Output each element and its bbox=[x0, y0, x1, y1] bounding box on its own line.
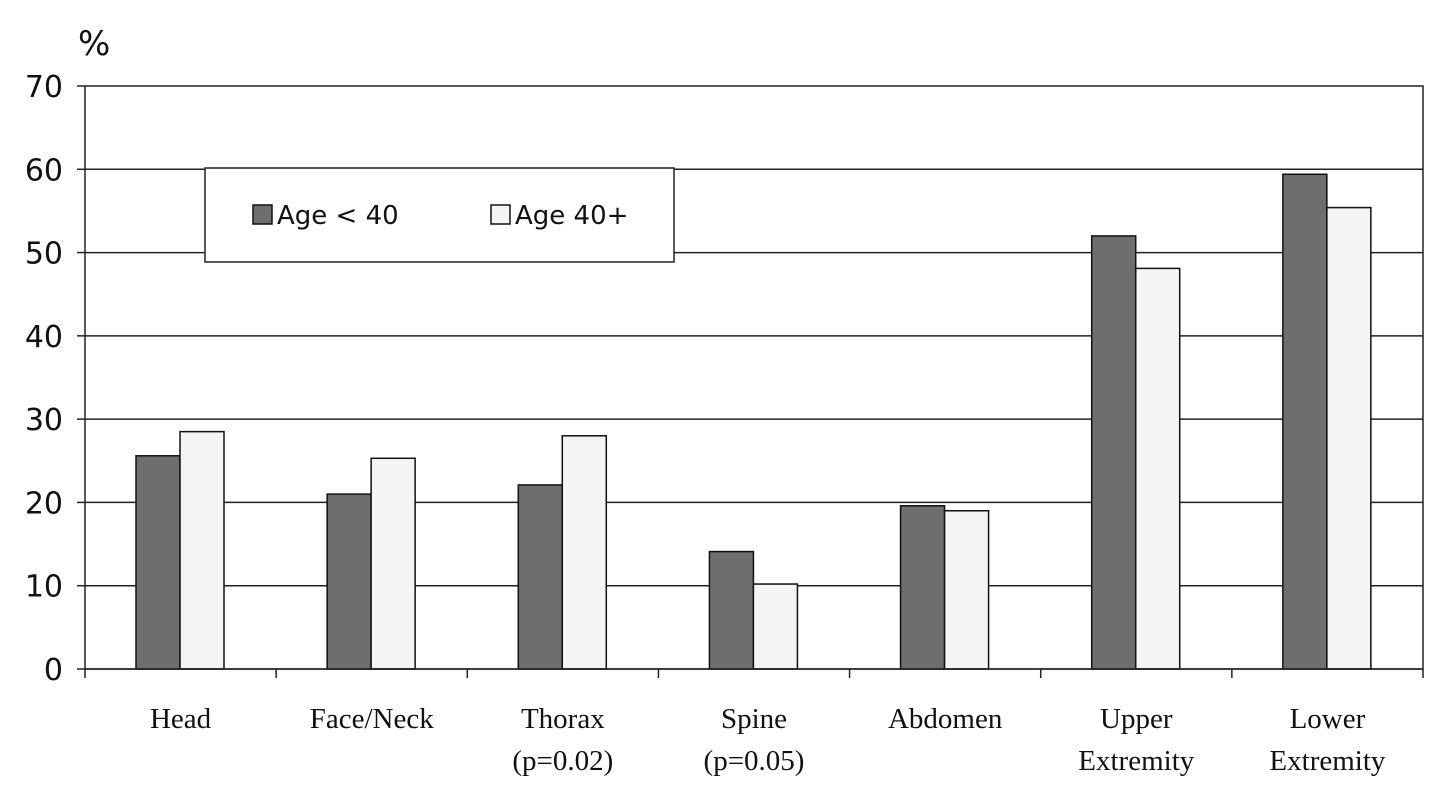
legend-label: Age < 40 bbox=[277, 201, 399, 231]
x-category-label: (p=0.02) bbox=[512, 745, 613, 777]
y-tick-label: 50 bbox=[25, 237, 63, 272]
y-tick-label: 10 bbox=[25, 570, 63, 605]
x-category-label: Head bbox=[150, 703, 212, 735]
y-axis-unit-label: % bbox=[78, 24, 110, 64]
bar-series-2 bbox=[370, 457, 416, 670]
y-tick-label: 60 bbox=[25, 153, 63, 188]
bar-series-1 bbox=[899, 505, 946, 670]
x-category-label: (p=0.05) bbox=[704, 745, 805, 777]
x-category-label: Face/Neck bbox=[310, 703, 434, 735]
bar-series-1 bbox=[1282, 173, 1328, 670]
y-tick-label: 70 bbox=[25, 70, 63, 105]
x-category-label: Spine bbox=[721, 703, 787, 735]
bar-series-1 bbox=[1090, 235, 1137, 670]
y-tick-label: 20 bbox=[25, 486, 63, 521]
axes bbox=[77, 85, 1424, 678]
x-category-label: Upper bbox=[1100, 703, 1173, 735]
bar-series-2 bbox=[943, 510, 990, 670]
legend-swatch bbox=[252, 204, 273, 225]
y-tick-label: 40 bbox=[25, 320, 63, 355]
x-category-label: Extremity bbox=[1078, 745, 1194, 777]
legend-swatch bbox=[490, 204, 511, 225]
bar-series-1 bbox=[135, 455, 181, 670]
bar-series-2 bbox=[179, 430, 225, 670]
tick-labels: 0 10 20 30 40 50 60 70 Head Face/Neck Thorax (p=0.0… bbox=[25, 70, 1386, 777]
bar-series-2 bbox=[1326, 206, 1372, 670]
x-category-label: Abdomen bbox=[888, 703, 1003, 735]
bars bbox=[135, 173, 1372, 670]
x-category-label: Extremity bbox=[1269, 745, 1385, 777]
x-category-label: Thorax bbox=[521, 703, 605, 735]
bar-series-1 bbox=[708, 550, 755, 670]
bar-series-2 bbox=[561, 435, 608, 670]
legend-label: Age 40+ bbox=[515, 201, 628, 231]
x-category-label: Lower bbox=[1290, 703, 1366, 735]
bar-series-1 bbox=[517, 484, 564, 670]
y-tick-label: 30 bbox=[25, 403, 63, 438]
bar-series-1 bbox=[326, 493, 372, 670]
y-tick-label: 0 bbox=[44, 653, 63, 688]
bar-series-2 bbox=[1134, 267, 1181, 670]
legend: Age < 40 Age 40+ bbox=[204, 167, 675, 263]
legend-box bbox=[204, 167, 675, 263]
bar-series-2 bbox=[752, 583, 799, 670]
